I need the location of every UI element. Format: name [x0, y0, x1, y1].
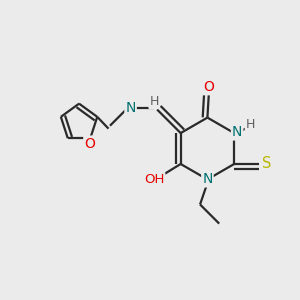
Text: OH: OH	[144, 173, 164, 186]
Text: N: N	[232, 125, 242, 140]
Text: H: H	[149, 95, 159, 108]
Text: N: N	[125, 101, 136, 115]
Text: N: N	[202, 172, 213, 186]
Text: O: O	[84, 136, 95, 151]
Text: O: O	[203, 80, 214, 94]
Text: S: S	[262, 157, 271, 172]
Text: H: H	[246, 118, 255, 131]
